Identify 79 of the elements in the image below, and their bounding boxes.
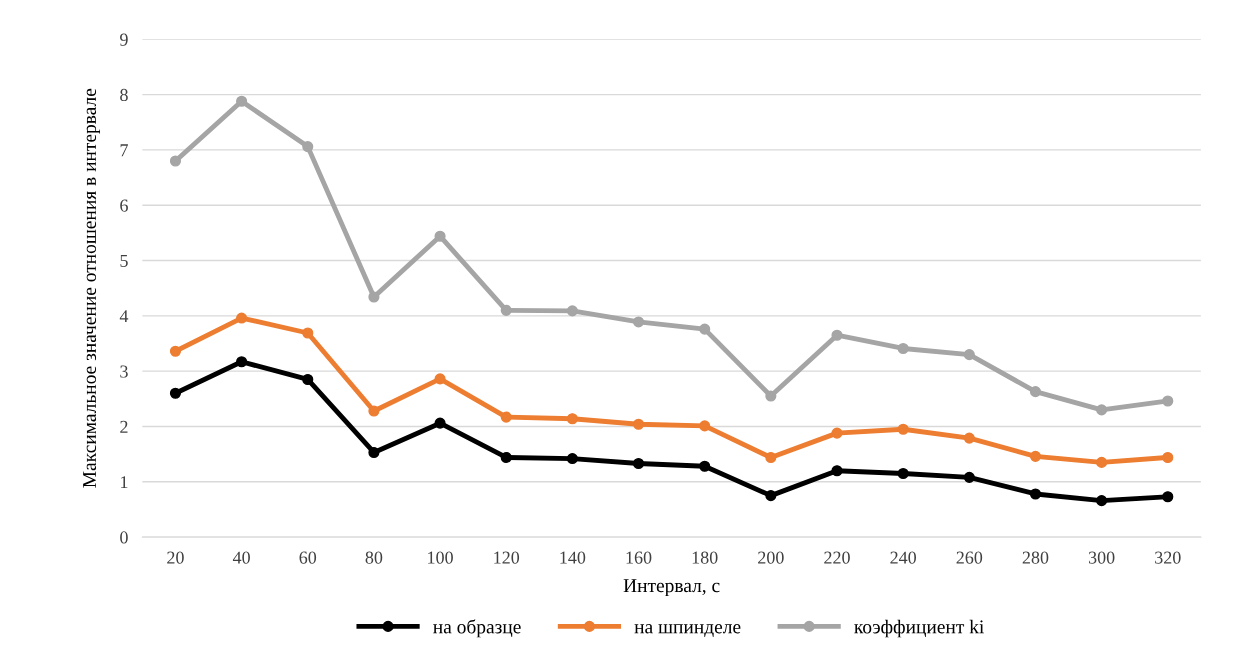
x-tick-label: 280 [1022, 551, 1049, 564]
point [765, 390, 777, 402]
point [831, 329, 843, 341]
point [632, 418, 645, 430]
point [368, 446, 380, 459]
point [765, 451, 777, 464]
point [1029, 386, 1042, 398]
x-tick-label: 140 [560, 551, 586, 564]
point [632, 457, 645, 470]
point [500, 451, 512, 464]
point [169, 155, 182, 167]
point [831, 427, 843, 439]
point [1162, 395, 1174, 407]
point [500, 304, 512, 316]
point [368, 405, 380, 417]
point [566, 413, 578, 425]
point [963, 349, 975, 361]
x-tick-label: 60 [299, 551, 317, 564]
point [699, 420, 711, 432]
y-tick-label: 6 [120, 199, 128, 212]
point [302, 141, 314, 153]
x-tick-label: 180 [692, 551, 718, 564]
y-tick-label: 1 [121, 476, 128, 489]
y-tick-label: 5 [120, 254, 128, 267]
point [236, 95, 248, 107]
y-tick-label: 3 [120, 365, 128, 378]
y-tick-label: 8 [120, 88, 128, 102]
y-tick-label: 7 [120, 144, 128, 157]
point [368, 291, 380, 303]
x-tick-label: 120 [494, 551, 520, 564]
y-tick-label: 9 [120, 33, 128, 46]
point [1096, 456, 1108, 468]
point [566, 453, 578, 465]
point [1162, 491, 1174, 503]
point [566, 305, 578, 317]
point [765, 490, 777, 502]
point [897, 467, 909, 480]
x-tick-label: 320 [1155, 551, 1181, 564]
x-tick-label: 80 [365, 551, 383, 564]
point [169, 387, 182, 399]
y-tick-label: 2 [120, 420, 128, 433]
point [1029, 450, 1042, 462]
x-tick-label: 160 [626, 551, 652, 564]
point [963, 432, 975, 444]
legend-label: коэффициент ki [854, 619, 984, 638]
point [236, 356, 248, 368]
point [632, 316, 645, 328]
x-axis-title: Интервал, с [623, 579, 720, 597]
point [699, 460, 711, 472]
point [500, 411, 512, 423]
y-tick-label: 0 [120, 531, 128, 544]
legend-label: на шпинделе [634, 624, 741, 637]
x-tick-label: 220 [824, 551, 850, 564]
point [699, 323, 711, 335]
legend-label: на образце [433, 619, 521, 638]
point [897, 342, 909, 355]
point [831, 465, 843, 477]
x-tick-label: 200 [758, 551, 784, 564]
point [302, 373, 314, 386]
point [1096, 404, 1108, 416]
point [1096, 495, 1108, 507]
x-tick-label: 300 [1088, 551, 1115, 564]
point [1029, 488, 1042, 500]
point [897, 423, 909, 435]
point [169, 345, 182, 357]
point [434, 230, 446, 242]
point [963, 471, 975, 483]
x-tick-label: 100 [428, 551, 453, 564]
x-tick-label: 240 [890, 551, 917, 564]
y-tick-label: 4 [119, 310, 129, 323]
point [1162, 451, 1174, 464]
point [302, 327, 314, 339]
y-axis-title: Максимальное значение отношения в интервале [83, 88, 101, 488]
point [434, 373, 446, 385]
x-tick-label: 260 [956, 551, 983, 564]
x-tick-label: 40 [232, 551, 250, 564]
x-tick-label: 20 [167, 551, 184, 564]
point [236, 312, 248, 324]
point [434, 417, 446, 429]
